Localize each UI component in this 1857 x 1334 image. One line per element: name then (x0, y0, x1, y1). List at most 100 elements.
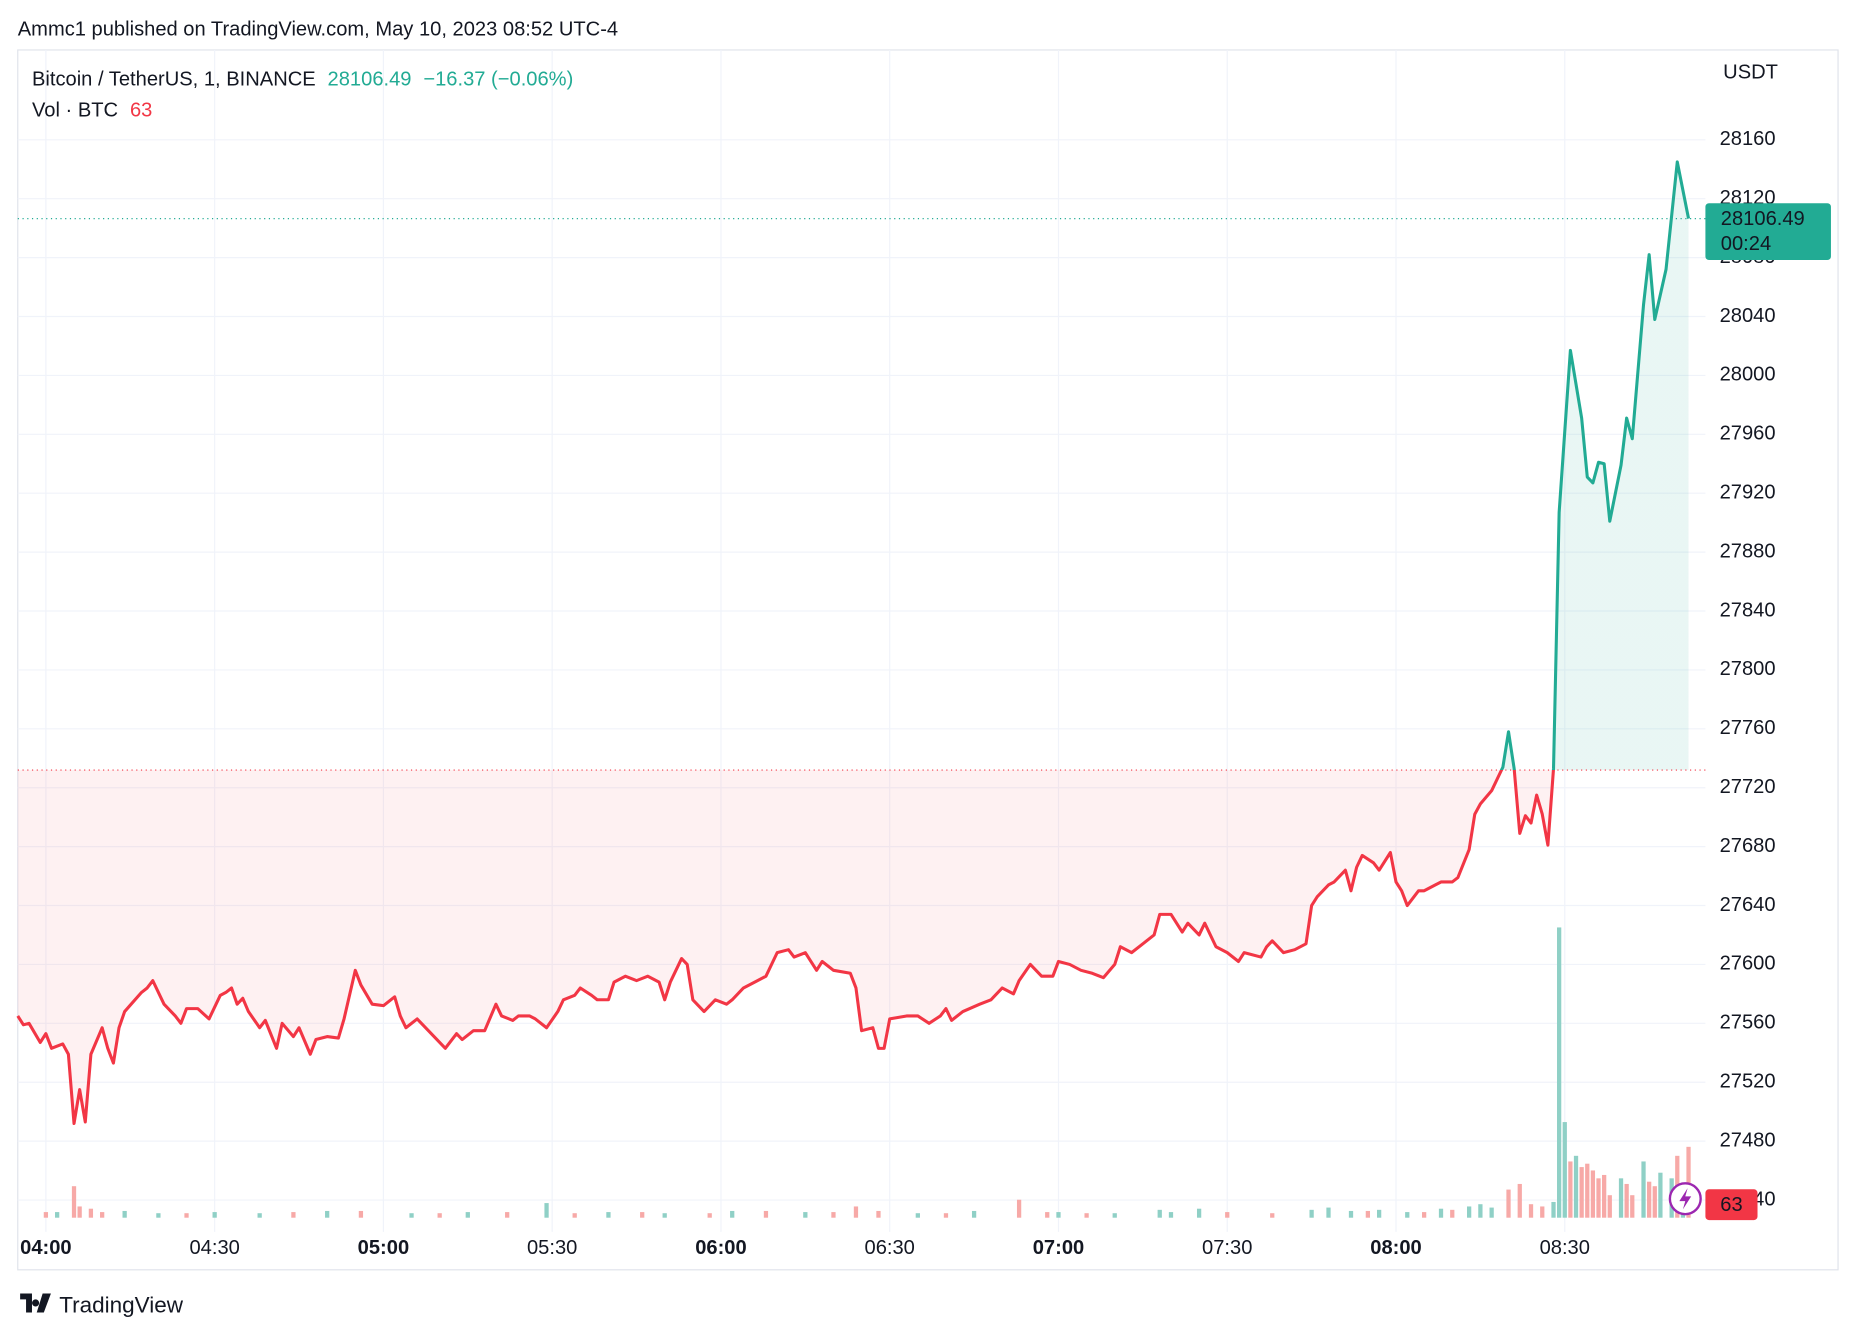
volume-bar (1579, 1167, 1584, 1218)
last-price-label: 28106.49 (1721, 208, 1805, 230)
volume-bar (707, 1213, 712, 1218)
volume-bar (1686, 1146, 1691, 1218)
last-volume: 63 (130, 99, 152, 121)
y-tick-label: 28040 (1720, 305, 1776, 327)
volume-bar (1573, 1155, 1579, 1218)
volume-bar (1467, 1206, 1472, 1218)
volume-bar (1157, 1209, 1162, 1218)
volume-bar (409, 1213, 414, 1218)
volume-bar (55, 1212, 60, 1218)
volume-bar (1618, 1178, 1624, 1218)
volume-bar (1585, 1163, 1590, 1218)
volume-axis-label: 63 (1720, 1194, 1742, 1216)
volume-bar (184, 1213, 189, 1218)
volume-bar (853, 1206, 859, 1218)
volume-bar (1602, 1174, 1607, 1218)
volume-bar (1422, 1212, 1427, 1218)
volume-bar (763, 1210, 769, 1218)
volume-bar (1309, 1209, 1314, 1218)
price-line (16, 160, 1691, 1125)
volume-bars (43, 927, 1691, 1218)
volume-bar (1551, 1201, 1556, 1218)
x-tick-label: 06:30 (865, 1237, 915, 1259)
volume-bar (1528, 1204, 1534, 1218)
volume-bar (1056, 1212, 1061, 1218)
y-tick-label: 27960 (1720, 423, 1776, 445)
symbol: Bitcoin / TetherUS, 1, BINANCE (32, 69, 316, 91)
volume-bar (257, 1213, 262, 1218)
currency: USDT (1723, 61, 1778, 83)
volume-bar (572, 1213, 577, 1218)
volume-bar (1658, 1172, 1663, 1218)
countdown: 00:24 (1721, 233, 1771, 255)
y-tick-label: 27800 (1720, 658, 1776, 680)
volume-bar (1326, 1207, 1331, 1218)
y-tick-label: 27560 (1720, 1012, 1776, 1034)
x-tick-label: 08:30 (1540, 1237, 1590, 1259)
volume-bar (1647, 1181, 1652, 1218)
volume-bar (1225, 1212, 1230, 1218)
volume-bar (212, 1212, 217, 1218)
volume-bar (876, 1210, 881, 1218)
y-tick-label: 27880 (1720, 540, 1776, 562)
volume-bar (606, 1212, 611, 1218)
volume-legend: Vol · BTC 63 (32, 99, 152, 121)
volume-bar (1506, 1189, 1511, 1218)
footer-text: TradingView (59, 1292, 184, 1317)
volume-bar (71, 1186, 77, 1218)
volume-bar (1624, 1183, 1629, 1218)
x-tick-label: 05:30 (527, 1237, 577, 1259)
volume-bar (662, 1213, 667, 1218)
y-tick-label: 27920 (1720, 482, 1776, 504)
volume-bar (1405, 1212, 1410, 1218)
volume-label-box (1705, 1189, 1758, 1221)
volume-bar (1084, 1213, 1089, 1218)
y-tick-label: 27680 (1720, 835, 1776, 857)
volume-label: Vol · BTC (32, 99, 118, 121)
baseline-area (17, 161, 1689, 1124)
logo-icon (20, 1293, 51, 1313)
volume-bar (1590, 1170, 1596, 1218)
volume-bar (1196, 1208, 1202, 1218)
volume-bar (971, 1210, 977, 1218)
volume-bar (291, 1212, 296, 1218)
volume-bar (1557, 927, 1562, 1218)
x-tick-label: 04:30 (189, 1237, 239, 1259)
volume-bar (465, 1212, 470, 1218)
y-tick-label: 27760 (1720, 717, 1776, 739)
volume-bar (1607, 1195, 1612, 1218)
volume-bar (1270, 1213, 1275, 1218)
volume-bar (505, 1212, 510, 1218)
volume-bar (1348, 1210, 1354, 1218)
volume-bar (1630, 1195, 1635, 1218)
y-tick-label: 27520 (1720, 1071, 1776, 1093)
volume-bar (1365, 1210, 1371, 1218)
volume-bar (544, 1203, 549, 1218)
volume-bar (358, 1210, 364, 1218)
y-tick-label: 27600 (1720, 953, 1776, 975)
volume-bar (43, 1212, 49, 1218)
volume-bar (1112, 1213, 1117, 1218)
volume-bar (1489, 1207, 1494, 1218)
x-tick-label: 08:00 (1370, 1237, 1421, 1259)
volume-bar (325, 1210, 330, 1218)
alert-bolt (1679, 1188, 1692, 1210)
volume-bar (730, 1210, 735, 1218)
volume-bar (640, 1212, 645, 1218)
volume-bar (156, 1213, 161, 1218)
volume-bar (1168, 1212, 1174, 1218)
y-tick-label: 27480 (1720, 1129, 1776, 1151)
footer-logo: TradingView (20, 1292, 184, 1317)
volume-bar (1045, 1212, 1050, 1218)
volume-bar (1517, 1183, 1522, 1218)
y-tick-label: 27720 (1720, 776, 1776, 798)
x-tick-label: 06:00 (695, 1237, 746, 1259)
volume-bar (437, 1213, 442, 1218)
x-tick-label: 04:00 (20, 1237, 71, 1259)
volume-bar (1540, 1206, 1545, 1218)
volume-bar (122, 1210, 127, 1218)
volume-bar (1568, 1161, 1573, 1218)
